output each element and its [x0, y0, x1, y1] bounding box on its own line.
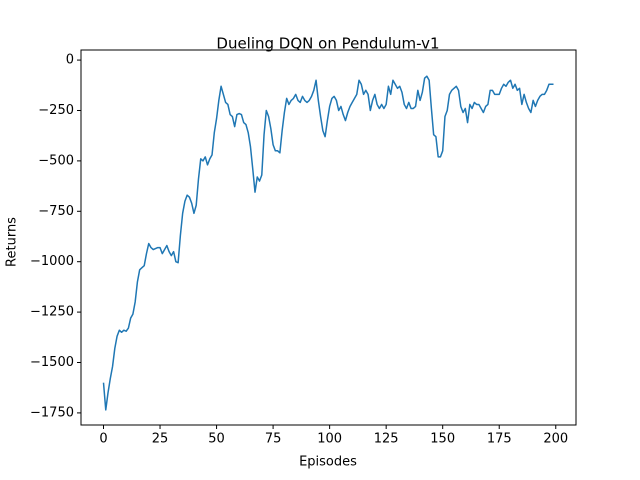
y-tick-label: 0 [66, 53, 74, 68]
x-tick-label: 100 [317, 432, 342, 447]
y-axis-label: Returns [5, 217, 20, 267]
x-tick-label: 25 [152, 432, 169, 447]
x-tick-label: 125 [374, 432, 399, 447]
y-tick-label: −1750 [30, 405, 74, 420]
x-tick-label: 150 [430, 432, 455, 447]
chart-title: Dueling DQN on Pendulum-v1 [216, 35, 439, 53]
x-tick-label: 200 [543, 432, 568, 447]
y-tick-label: −750 [38, 204, 74, 219]
x-tick-label: 75 [265, 432, 282, 447]
plot-frame [80, 49, 577, 426]
x-tick-label: 175 [487, 432, 512, 447]
x-tick-label: 50 [208, 432, 225, 447]
series-line [102, 75, 554, 411]
x-tick-label: 0 [99, 432, 107, 447]
y-tick-label: −250 [38, 103, 74, 118]
y-tick-label: −500 [38, 153, 74, 168]
x-axis-label: Episodes [299, 455, 357, 470]
y-tick-label: −1000 [30, 254, 74, 269]
y-tick-label: −1500 [30, 355, 74, 370]
y-tick-label: −1250 [30, 305, 74, 320]
